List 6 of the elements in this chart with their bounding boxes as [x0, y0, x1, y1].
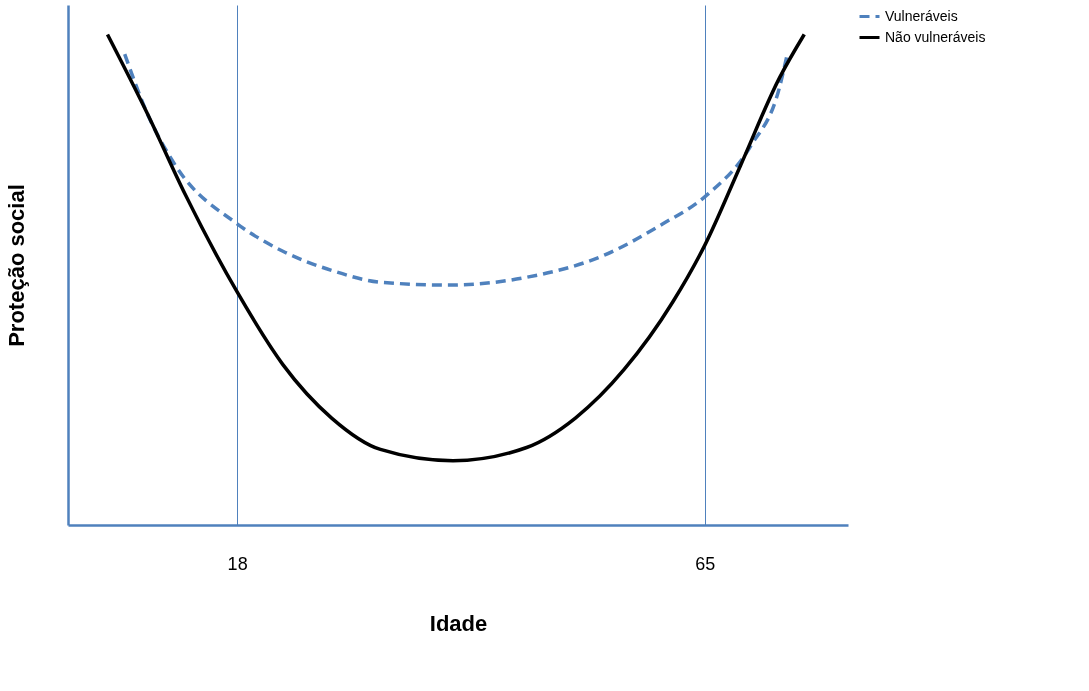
- x-tick-label: 65: [695, 553, 716, 574]
- legend-label: Não vulneráveis: [885, 28, 986, 45]
- y-axis-title: Proteção social: [3, 184, 29, 347]
- legend-label: Vulneráveis: [885, 7, 958, 24]
- x-tick-label: 18: [227, 553, 248, 574]
- x-axis-title: Idade: [429, 610, 488, 636]
